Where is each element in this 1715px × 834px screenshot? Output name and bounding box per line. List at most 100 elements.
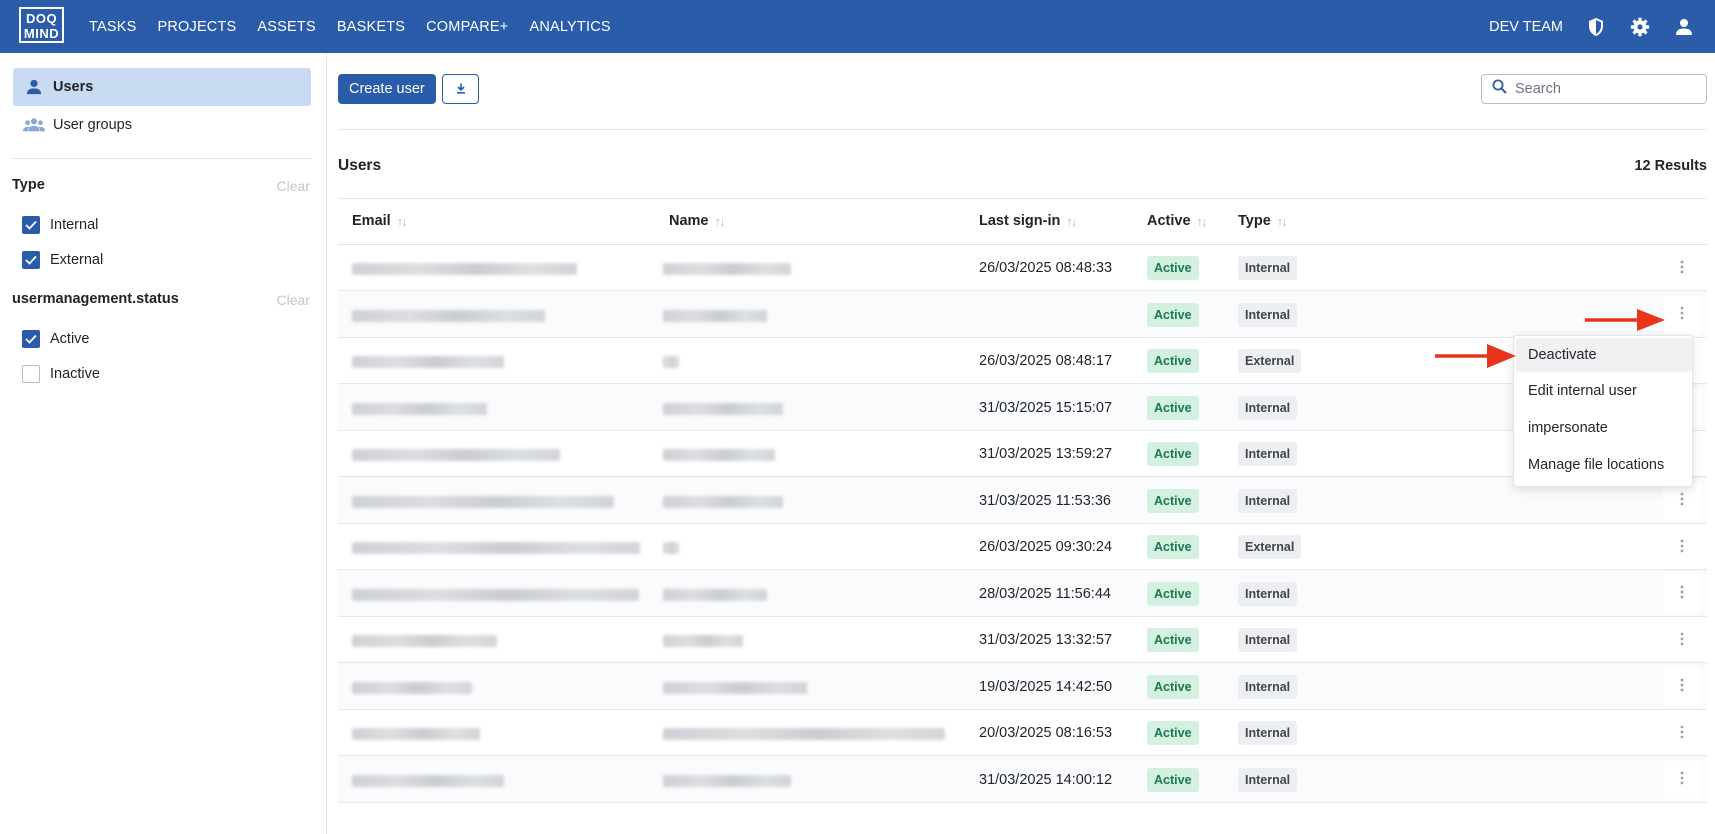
sidebar: Users User groups Type Clear Internal Ex… bbox=[0, 53, 327, 834]
search-input[interactable] bbox=[1515, 81, 1695, 97]
search-box[interactable] bbox=[1481, 74, 1707, 104]
table-row[interactable]: 31/03/2025 14:00:12 Active Internal bbox=[338, 756, 1707, 803]
filter-option-label: Internal bbox=[50, 217, 99, 233]
type-badge: Internal bbox=[1238, 581, 1298, 606]
table-row[interactable]: 28/03/2025 11:56:44 Active Internal bbox=[338, 570, 1707, 617]
name-cell-redacted bbox=[663, 588, 767, 601]
filter-option-label: Active bbox=[50, 331, 90, 347]
row-actions-button[interactable] bbox=[1663, 528, 1701, 566]
row-actions-button[interactable] bbox=[1663, 574, 1701, 613]
table-row[interactable]: 20/03/2025 08:16:53 Active Internal bbox=[338, 710, 1707, 756]
sidebar-item-users[interactable]: Users bbox=[13, 68, 311, 106]
kebab-menu-icon bbox=[1680, 304, 1684, 325]
last-sign-in-cell: 31/03/2025 14:00:12 bbox=[979, 771, 1113, 788]
logo-text-top: DOQ bbox=[25, 11, 58, 26]
filter-type-clear[interactable]: Clear bbox=[276, 178, 310, 194]
checkbox-checked[interactable] bbox=[22, 216, 40, 234]
sort-icon[interactable]: ↑↓ bbox=[396, 213, 408, 229]
menu-item-impersonate[interactable]: impersonate bbox=[1528, 420, 1608, 436]
row-actions-button[interactable] bbox=[1663, 249, 1701, 287]
nav-projects[interactable]: PROJECTS bbox=[157, 18, 237, 35]
name-cell-redacted bbox=[663, 402, 783, 415]
kebab-menu-icon bbox=[1680, 676, 1684, 697]
menu-item-manage-file-locations[interactable]: Manage file locations bbox=[1528, 457, 1665, 473]
filter-type-title: Type bbox=[12, 177, 45, 193]
filter-active[interactable]: Active bbox=[22, 330, 90, 348]
last-sign-in-cell: 26/03/2025 08:48:17 bbox=[979, 353, 1113, 369]
type-badge: Internal bbox=[1238, 488, 1298, 513]
type-badge: Internal bbox=[1238, 442, 1298, 466]
name-cell-redacted bbox=[663, 263, 791, 275]
nav-baskets[interactable]: BASKETS bbox=[336, 18, 406, 35]
nav-analytics[interactable]: ANALYTICS bbox=[529, 18, 611, 35]
column-label: Last sign-in bbox=[979, 213, 1061, 229]
divider bbox=[338, 129, 1707, 130]
table-row[interactable]: 26/03/2025 08:48:17 Active External bbox=[338, 338, 1707, 384]
kebab-menu-icon bbox=[1680, 537, 1684, 558]
sidebar-item-user-groups[interactable]: User groups bbox=[13, 106, 311, 144]
status-badge: Active bbox=[1147, 674, 1199, 699]
user-icon[interactable] bbox=[1673, 16, 1695, 38]
checkbox-checked[interactable] bbox=[22, 251, 40, 269]
last-sign-in-cell: 26/03/2025 08:48:33 bbox=[979, 260, 1113, 276]
filter-inactive[interactable]: Inactive bbox=[22, 365, 100, 383]
sidebar-item-label: Users bbox=[53, 79, 94, 95]
app-logo[interactable]: DOQ MIND bbox=[19, 7, 64, 43]
name-cell-redacted bbox=[663, 449, 775, 461]
menu-item-deactivate[interactable]: Deactivate bbox=[1516, 338, 1692, 372]
table-row[interactable]: 19/03/2025 14:42:50 Active Internal bbox=[338, 663, 1707, 710]
user-icon bbox=[23, 78, 45, 96]
table-row[interactable]: Active Internal bbox=[338, 291, 1707, 338]
row-context-menu: Deactivate Edit internal user impersonat… bbox=[1513, 335, 1693, 487]
email-cell-redacted bbox=[352, 588, 639, 601]
sort-icon[interactable]: ↑↓ bbox=[1066, 213, 1077, 229]
filter-status-clear[interactable]: Clear bbox=[276, 292, 310, 308]
checkbox-checked[interactable] bbox=[22, 330, 40, 348]
create-user-button[interactable]: Create user bbox=[338, 74, 436, 104]
top-navigation-bar: DOQ MIND TASKS PROJECTS ASSETS BASKETS C… bbox=[0, 0, 1715, 53]
export-button[interactable] bbox=[442, 74, 479, 104]
table-row[interactable]: 31/03/2025 15:15:07 Active Internal bbox=[338, 384, 1707, 431]
name-cell-redacted bbox=[663, 774, 791, 787]
team-switcher[interactable]: DEV TEAM bbox=[1489, 18, 1563, 35]
table-row[interactable]: 26/03/2025 09:30:24 Active External bbox=[338, 524, 1707, 570]
row-actions-button[interactable] bbox=[1663, 295, 1701, 334]
nav-compare[interactable]: COMPARE+ bbox=[426, 18, 509, 35]
nav-tasks[interactable]: TASKS bbox=[89, 18, 137, 35]
column-type[interactable]: Type ↑↓ bbox=[1238, 213, 1288, 229]
checkbox-unchecked[interactable] bbox=[22, 365, 40, 383]
last-sign-in-cell: 31/03/2025 13:59:27 bbox=[979, 446, 1113, 462]
column-email[interactable]: Email ↑↓ bbox=[352, 213, 408, 229]
logo-text-bottom: MIND bbox=[23, 26, 60, 41]
annotation-arrow-icon bbox=[1585, 309, 1665, 331]
row-actions-button[interactable] bbox=[1663, 481, 1701, 520]
table-row[interactable]: 26/03/2025 08:48:33 Active Internal bbox=[338, 245, 1707, 291]
sort-icon[interactable]: ↑↓ bbox=[1276, 213, 1288, 229]
last-sign-in-cell: 26/03/2025 09:30:24 bbox=[979, 539, 1113, 555]
status-badge: Active bbox=[1147, 302, 1199, 327]
table-row[interactable]: 31/03/2025 13:32:57 Active Internal bbox=[338, 617, 1707, 663]
menu-item-edit-internal-user[interactable]: Edit internal user bbox=[1528, 383, 1637, 399]
filter-internal[interactable]: Internal bbox=[22, 216, 98, 234]
filter-option-label: External bbox=[50, 252, 104, 268]
row-actions-button[interactable] bbox=[1663, 760, 1701, 799]
divider bbox=[338, 198, 1707, 199]
type-badge: Internal bbox=[1238, 674, 1298, 699]
table-row[interactable]: 31/03/2025 11:53:36 Active Internal bbox=[338, 477, 1707, 524]
email-cell-redacted bbox=[352, 402, 487, 415]
status-badge: Active bbox=[1147, 442, 1199, 466]
table-row[interactable]: 31/03/2025 13:59:27 Active Internal bbox=[338, 431, 1707, 477]
column-active[interactable]: Active ↑↓ bbox=[1147, 213, 1208, 229]
column-last-sign-in[interactable]: Last sign-in ↑↓ bbox=[979, 213, 1077, 229]
nav-assets[interactable]: ASSETS bbox=[257, 18, 316, 35]
sort-icon[interactable]: ↑↓ bbox=[1196, 213, 1208, 229]
sort-icon[interactable]: ↑↓ bbox=[714, 213, 726, 229]
column-label: Email bbox=[352, 213, 391, 229]
column-name[interactable]: Name ↑↓ bbox=[669, 213, 726, 229]
filter-external[interactable]: External bbox=[22, 251, 103, 269]
gear-icon[interactable] bbox=[1629, 16, 1651, 38]
shield-icon[interactable] bbox=[1585, 16, 1607, 38]
row-actions-button[interactable] bbox=[1663, 667, 1701, 706]
row-actions-button[interactable] bbox=[1663, 714, 1701, 752]
row-actions-button[interactable] bbox=[1663, 621, 1701, 659]
